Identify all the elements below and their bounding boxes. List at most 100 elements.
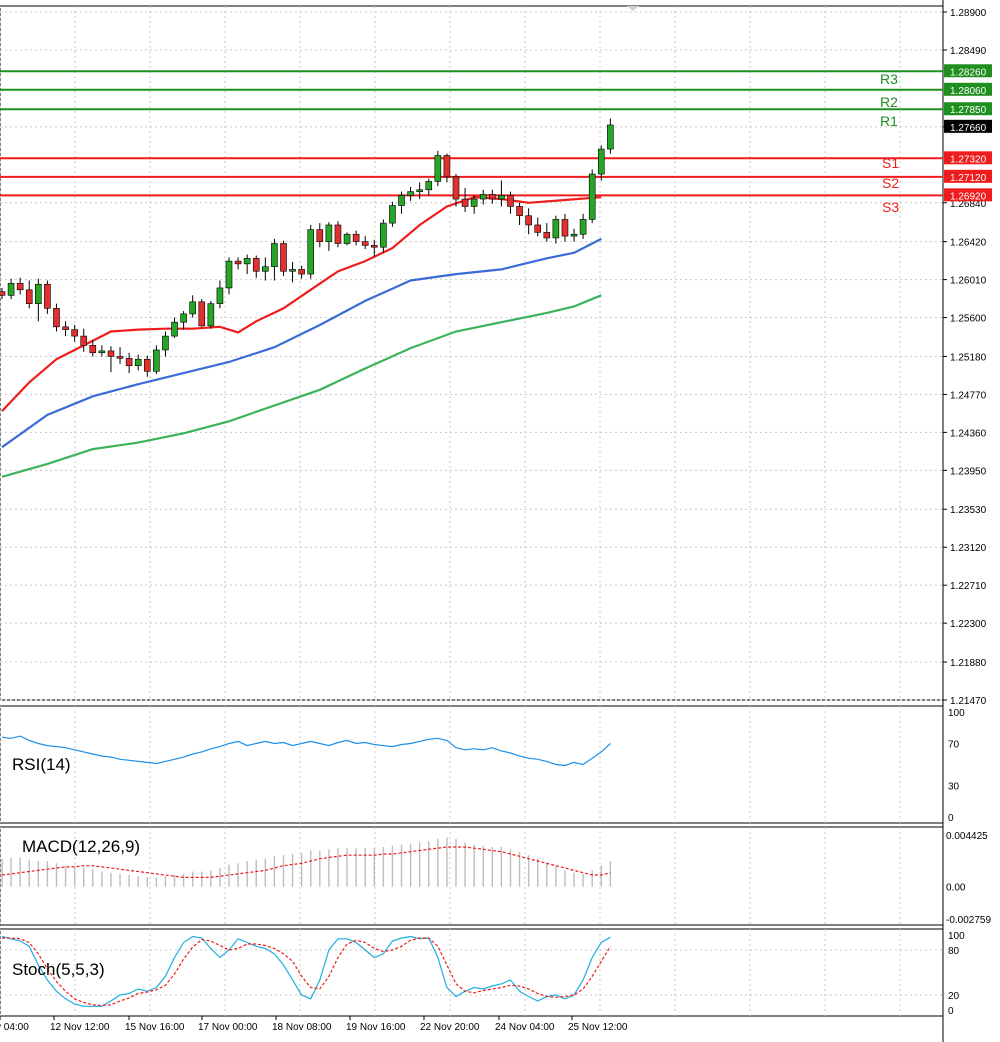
candle[interactable] [7,278,15,300]
candle[interactable] [271,238,278,281]
ma-blue-line [1,237,602,449]
candle[interactable] [434,150,442,187]
candle[interactable] [162,331,169,357]
candle[interactable] [561,213,569,242]
rsi-tick-label: 0 [948,813,954,824]
support-name-s3: S3 [882,199,899,215]
candle[interactable] [597,145,605,181]
candle[interactable] [35,278,42,322]
candle[interactable] [125,352,133,374]
candle-body [171,321,178,337]
candle[interactable] [552,215,560,244]
stoch-tick-label: 0 [948,1006,954,1017]
candle[interactable] [343,232,351,246]
scroll-marker-icon[interactable] [627,6,639,11]
price-tick-label: 1.26010 [950,276,987,287]
time-axis-label: 17 Nov 00:00 [198,1022,258,1033]
resistance-price-tag [944,102,992,116]
candle[interactable] [407,187,414,201]
candle[interactable] [334,221,342,248]
candle[interactable] [62,321,69,337]
macd-pane[interactable] [0,826,944,926]
candle[interactable] [370,239,378,257]
candle[interactable] [579,213,587,239]
candle[interactable] [71,324,78,342]
candle[interactable] [89,339,97,357]
candle[interactable] [534,217,542,237]
candle[interactable] [107,346,115,373]
candle[interactable] [44,280,51,314]
resistance-name-r3: R3 [880,71,898,87]
stoch-d-line [2,937,611,1007]
rsi-tick-label: 100 [948,708,965,719]
candles [0,118,614,377]
price-tick-label: 1.25600 [950,314,987,325]
candle[interactable] [80,328,88,352]
resistance-price-tag [944,64,992,78]
candle[interactable] [443,153,451,183]
time-axis-label: 22 Nov 20:00 [420,1022,480,1033]
candle[interactable] [507,191,514,214]
candle-body [479,194,487,200]
candle-body [125,358,133,367]
candle[interactable] [243,254,251,275]
candle[interactable] [280,240,287,276]
candle[interactable] [325,222,333,251]
candle[interactable] [116,347,124,364]
candle[interactable] [516,202,523,225]
candle-body [498,195,505,200]
candle[interactable] [25,280,33,309]
candle[interactable] [98,345,106,357]
candle[interactable] [416,182,423,200]
candle[interactable] [525,208,532,235]
candle[interactable] [298,265,305,279]
price-tick-label: 1.21880 [950,658,987,669]
candle[interactable] [225,257,233,295]
candle[interactable] [252,255,260,278]
candle[interactable] [207,300,215,329]
candle[interactable] [489,189,496,204]
candle[interactable] [143,355,151,377]
candle[interactable] [307,224,315,279]
candle[interactable] [389,201,396,227]
candle[interactable] [479,189,487,205]
candle[interactable] [470,195,478,214]
candle[interactable] [216,280,224,309]
candle[interactable] [398,191,405,214]
rsi-title: RSI(14) [12,755,71,774]
candle[interactable] [180,311,187,330]
candle[interactable] [361,236,369,250]
rsi-pane[interactable] [0,705,944,824]
candle[interactable] [352,230,360,246]
candle[interactable] [316,223,324,248]
candle[interactable] [543,223,551,242]
candle[interactable] [0,287,6,300]
candle-body [443,155,451,178]
price-tick-label: 1.22710 [950,581,987,592]
candle-body [271,243,278,267]
candle-body [470,198,478,207]
candle[interactable] [452,174,460,207]
candle[interactable] [588,169,596,224]
candle-body [325,224,333,242]
candle-body [343,233,351,244]
candle[interactable] [198,299,206,327]
candle[interactable] [171,317,178,338]
candle[interactable] [234,257,242,270]
candle[interactable] [425,178,433,196]
candle[interactable] [262,257,269,281]
candle-body [389,205,396,224]
candle[interactable] [53,303,60,332]
candle[interactable] [189,295,196,318]
candle[interactable] [461,187,469,213]
candle[interactable] [607,118,614,154]
candle[interactable] [16,277,24,295]
candle[interactable] [289,262,296,283]
candle[interactable] [153,345,160,375]
candle[interactable] [498,180,505,207]
stoch-pane[interactable] [0,928,944,1017]
candle[interactable] [380,219,387,253]
candle[interactable] [134,354,142,371]
candle[interactable] [570,228,578,242]
